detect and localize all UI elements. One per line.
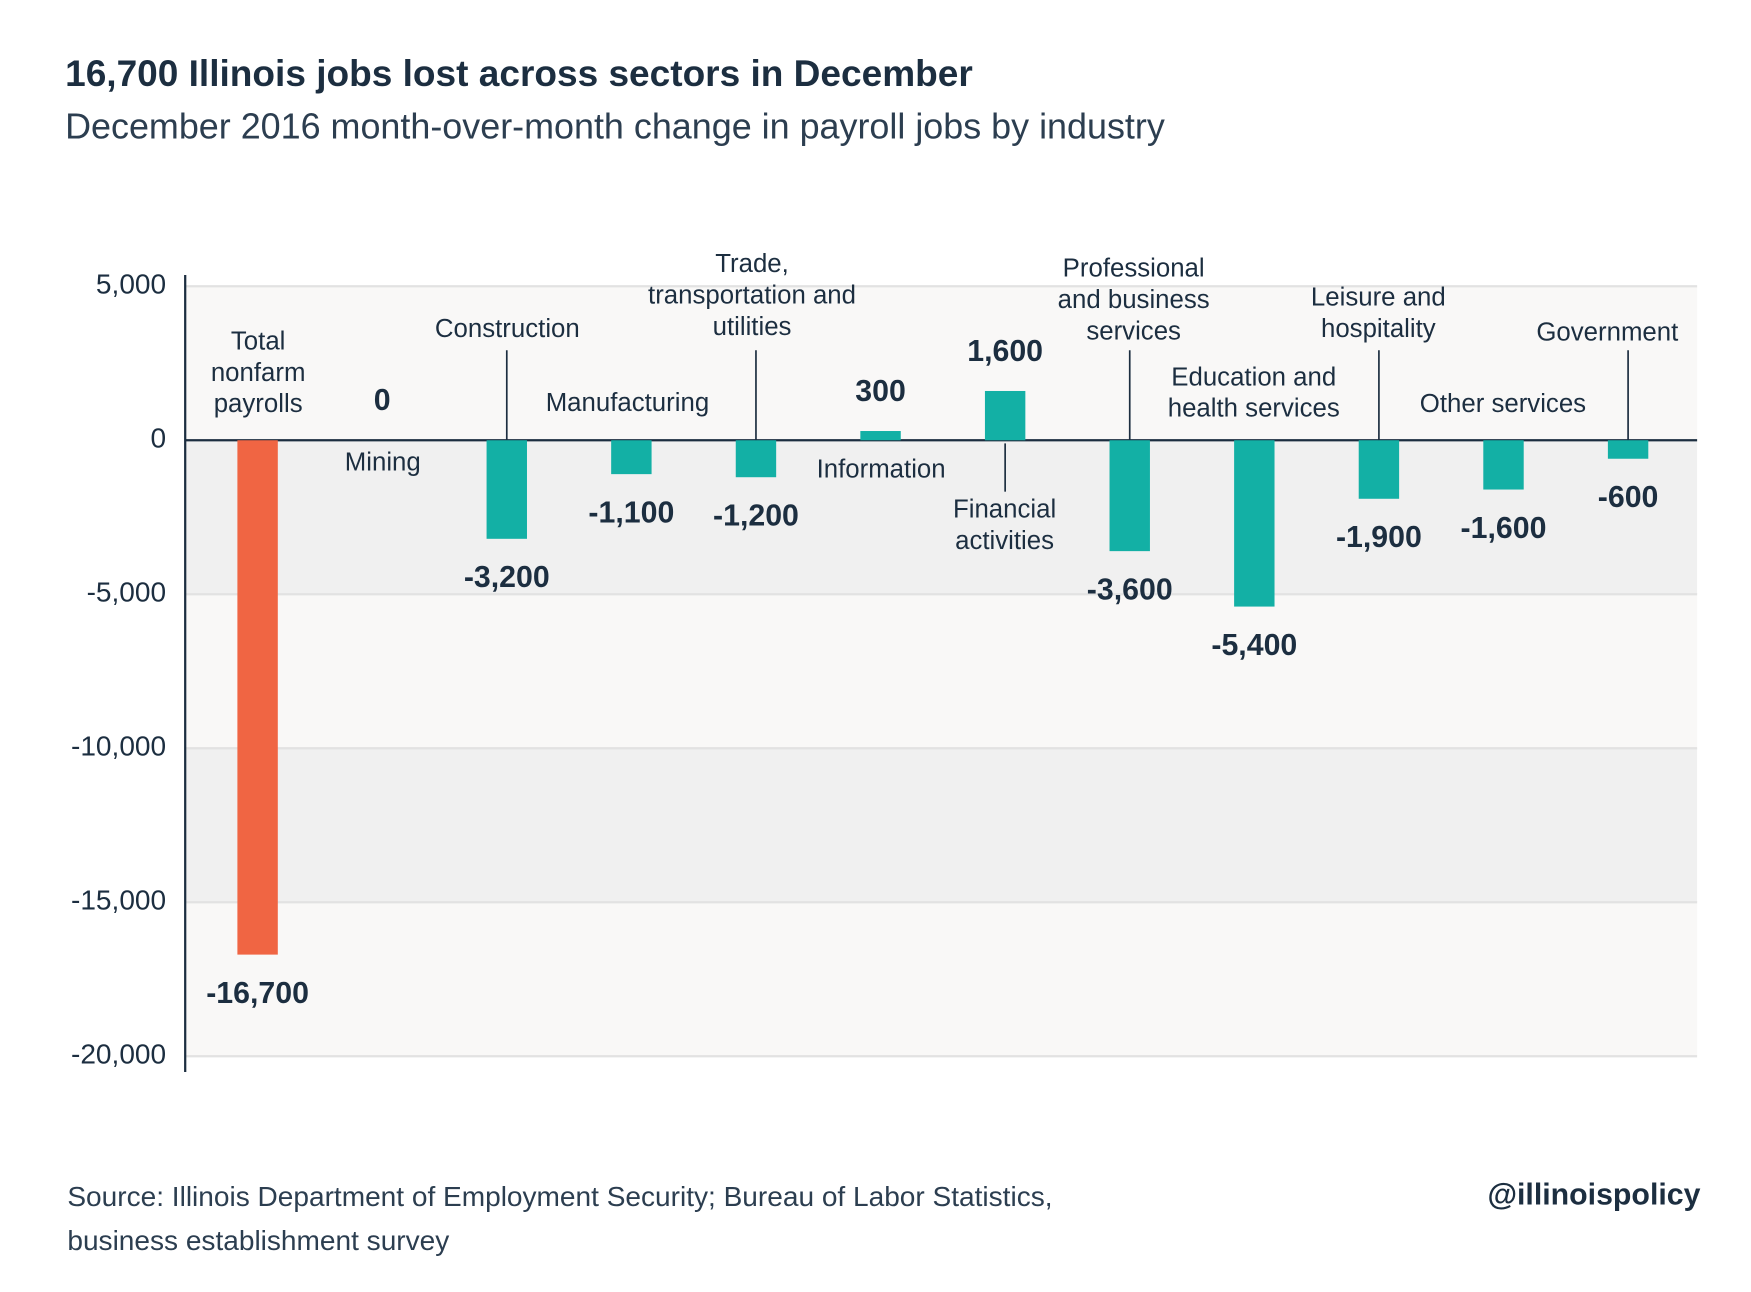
y-tick-label: -15,000: [71, 885, 166, 916]
category-label: Government: [1536, 318, 1678, 346]
bar: [486, 440, 527, 539]
bar: [237, 440, 278, 955]
value-label: -600: [1598, 481, 1659, 514]
band: [185, 748, 1698, 903]
value-label: -3,200: [464, 561, 550, 594]
value-label: -1,900: [1336, 521, 1422, 554]
value-label: -1,100: [588, 497, 674, 530]
category-label: Professional and business services: [1058, 254, 1210, 345]
y-tick-label: 5,000: [96, 269, 166, 300]
category-label: Construction: [435, 315, 580, 343]
category-label: Total nonfarm payrolls: [211, 327, 306, 418]
category-label: Manufacturing: [546, 389, 709, 417]
value-label: -3,600: [1087, 574, 1173, 607]
bar: [611, 440, 652, 475]
bar: [1109, 440, 1150, 552]
value-label: 1,600: [967, 335, 1043, 368]
bar: [1483, 440, 1524, 490]
value-label: -1,200: [713, 500, 799, 533]
value-label: -16,700: [206, 977, 309, 1010]
band: [185, 902, 1698, 1057]
value-label: 300: [855, 375, 906, 408]
value-label: -5,400: [1211, 629, 1297, 662]
bar: [1358, 440, 1400, 499]
bar: [984, 390, 1026, 441]
category-label: Leisure and hospitality: [1311, 283, 1446, 342]
credit: @illinoispolicy: [1487, 1179, 1700, 1212]
source: Source: Illinois Department of Employmen…: [67, 1181, 1052, 1212]
bar: [1607, 440, 1649, 459]
y-tick-label: -20,000: [71, 1039, 166, 1070]
value-label: 0: [374, 384, 391, 417]
category-label: Information: [817, 455, 946, 483]
value-label: -1,600: [1461, 512, 1547, 545]
band: [185, 440, 1698, 595]
category-label: Other services: [1420, 390, 1586, 418]
category-label: Education and health services: [1168, 363, 1340, 422]
chart-title: 16,700 Illinois jobs lost across sectors…: [65, 52, 973, 94]
y-tick-label: -10,000: [71, 731, 166, 762]
y-tick-label: 0: [151, 423, 167, 454]
chart-subtitle: December 2016 month-over-month change in…: [65, 106, 1165, 147]
category-label: Financial activities: [953, 496, 1056, 555]
bar: [860, 431, 901, 441]
y-tick-label: -5,000: [87, 577, 167, 608]
source: business establishment survey: [67, 1225, 449, 1256]
category-label: Mining: [345, 448, 421, 476]
band: [185, 286, 1698, 441]
bar: [735, 440, 777, 478]
bar: [1234, 440, 1275, 607]
category-label: Trade, transportation and utilities: [648, 250, 856, 341]
band: [185, 594, 1698, 749]
